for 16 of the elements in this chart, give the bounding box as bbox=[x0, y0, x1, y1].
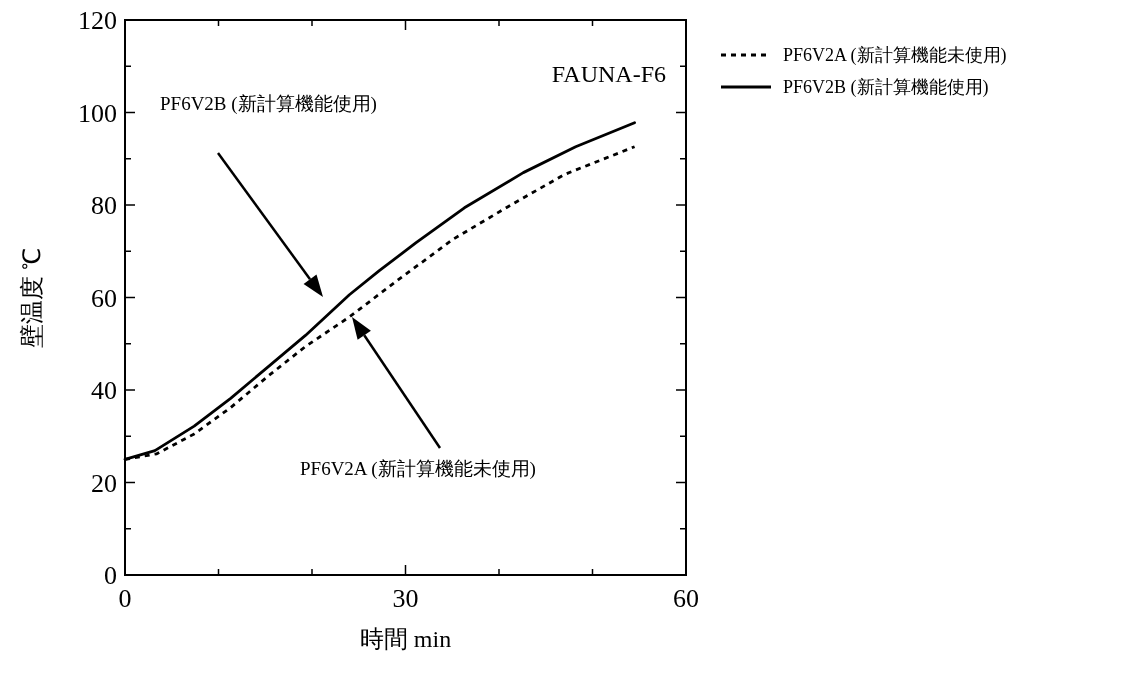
y-tick-label: 100 bbox=[78, 98, 117, 128]
text: FAUNA-F6 bbox=[551, 61, 666, 87]
y-tick-label: 80 bbox=[91, 191, 117, 220]
x-tick-label: 30 bbox=[392, 584, 419, 613]
y-tick-label: 0 bbox=[104, 561, 117, 590]
legend-label: PF6V2B (新計算機能使用) bbox=[783, 77, 989, 98]
annotation: PF6V2B (新計算機能使用) bbox=[160, 93, 377, 115]
legend-label: PF6V2A (新計算機能未使用) bbox=[783, 45, 1007, 66]
x-tick-label: 60 bbox=[673, 584, 699, 613]
y-tick-label: 40 bbox=[91, 376, 117, 405]
y-tick-label: 20 bbox=[91, 468, 117, 498]
y-axis-title: 壁温度 ℃ bbox=[19, 247, 45, 348]
y-tick-label: 60 bbox=[91, 283, 117, 313]
x-axis-title: 時間 min bbox=[359, 626, 452, 652]
y-tick-label: 120 bbox=[78, 6, 117, 35]
annotation: PF6V2A (新計算機能未使用) bbox=[300, 458, 536, 480]
